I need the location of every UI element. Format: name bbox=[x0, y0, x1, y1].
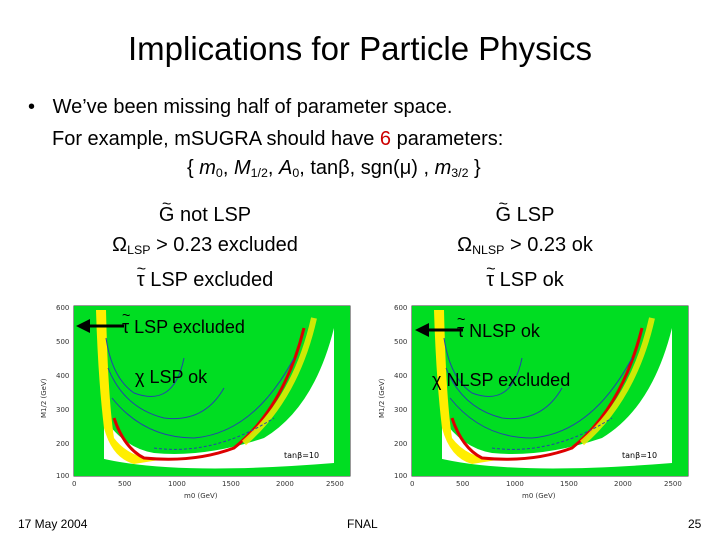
bullet-text-1: We’ve been missing half of parameter spa… bbox=[52, 96, 453, 118]
right-caption: G LSP ΩNLSP > 0.23 ok τ LSP ok bbox=[425, 190, 625, 295]
left-caption-line-3: τ LSP excluded bbox=[100, 255, 310, 295]
blue-contour-4 bbox=[491, 417, 613, 450]
tanbeta-label: tanβ=10 bbox=[284, 451, 319, 460]
green-left-band bbox=[74, 306, 100, 476]
y-tick: 200 bbox=[394, 440, 407, 448]
left-caption-line-1: G not LSP bbox=[100, 190, 310, 230]
right-arrow-note: τ NLSP ok bbox=[457, 312, 540, 342]
blue-contour-1 bbox=[105, 337, 185, 397]
green-region bbox=[74, 306, 350, 476]
bullet-line-2: For example, mSUGRA should have 6 parame… bbox=[52, 128, 503, 151]
x-axis-label: m0 (GeV) bbox=[522, 492, 556, 500]
x-tick: 1500 bbox=[560, 480, 578, 488]
parameter-list: { m0, M1/2, A0, tanβ, sgn(μ) , m3/2 } bbox=[187, 157, 481, 181]
right-parameter-plot: 600 500 400 300 200 100 0 500 1000 1500 … bbox=[372, 298, 692, 503]
left-caption: G not LSP ΩLSP > 0.23 excluded τ LSP exc… bbox=[100, 190, 310, 295]
y-tick: 600 bbox=[394, 304, 407, 312]
green-bottom-band bbox=[438, 458, 672, 476]
right-chi-note: χ NLSP excluded bbox=[432, 370, 571, 390]
footer-venue: FNAL bbox=[347, 517, 378, 531]
blue-contour-3 bbox=[449, 357, 633, 439]
right-caption-line-2: ΩNLSP > 0.23 ok bbox=[457, 234, 593, 258]
green-bottom-band bbox=[100, 458, 334, 476]
right-x-ticks: 0 500 1000 1500 2000 2500 bbox=[410, 480, 682, 488]
left-y-ticks: 600 500 400 300 200 100 bbox=[56, 304, 69, 480]
left-arrow-icon bbox=[76, 319, 124, 333]
tanbeta-label: tanβ=10 bbox=[622, 451, 657, 460]
y-tick: 600 bbox=[56, 304, 69, 312]
x-tick: 2000 bbox=[614, 480, 632, 488]
green-region bbox=[412, 306, 688, 476]
blue-contour-4 bbox=[153, 417, 275, 450]
yellow-band bbox=[96, 310, 159, 464]
bullet-line-1: • We’ve been missing half of parameter s… bbox=[28, 96, 452, 119]
y-tick: 200 bbox=[56, 440, 69, 448]
yellow-strip bbox=[580, 317, 655, 446]
x-tick: 0 bbox=[72, 480, 76, 488]
y-tick: 300 bbox=[394, 406, 407, 414]
blue-contour-1 bbox=[443, 337, 523, 397]
red-strip bbox=[112, 327, 306, 461]
green-left-band bbox=[412, 306, 438, 476]
x-tick: 0 bbox=[410, 480, 414, 488]
y-tick: 500 bbox=[56, 338, 69, 346]
left-arrow-note: τ LSP excluded bbox=[122, 308, 245, 338]
blue-contour-3 bbox=[111, 357, 295, 439]
y-tick: 100 bbox=[394, 472, 407, 480]
red-strip bbox=[450, 327, 644, 461]
bullet-text-2a: For example, mSUGRA should have bbox=[52, 128, 380, 150]
y-tick: 100 bbox=[56, 472, 69, 480]
slide-title: Implications for Particle Physics bbox=[128, 30, 592, 67]
x-axis-label: m0 (GeV) bbox=[184, 492, 218, 500]
x-tick: 1000 bbox=[506, 480, 524, 488]
yellow-strip bbox=[242, 317, 317, 446]
footer-date: 17 May 2004 bbox=[18, 517, 88, 531]
x-tick: 500 bbox=[456, 480, 469, 488]
footer-page-number: 25 bbox=[688, 517, 702, 531]
yellow-band bbox=[434, 310, 497, 464]
y-axis-label: M1/2 (GeV) bbox=[378, 378, 386, 418]
left-chi-note: χ LSP ok bbox=[135, 367, 208, 387]
x-tick: 2500 bbox=[326, 480, 344, 488]
blue-contour-2 bbox=[107, 367, 225, 420]
blue-contour-2 bbox=[445, 367, 563, 420]
y-tick: 300 bbox=[56, 406, 69, 414]
y-tick: 500 bbox=[394, 338, 407, 346]
x-tick: 2000 bbox=[276, 480, 294, 488]
bullet-symbol: • bbox=[28, 96, 36, 118]
left-caption-line-2: ΩLSP > 0.23 excluded bbox=[112, 234, 298, 258]
x-tick: 500 bbox=[118, 480, 131, 488]
y-axis-label: M1/2 (GeV) bbox=[40, 378, 48, 418]
y-tick: 400 bbox=[56, 372, 69, 380]
left-x-ticks: 0 500 1000 1500 2000 2500 bbox=[72, 480, 344, 488]
x-tick: 1000 bbox=[168, 480, 186, 488]
right-caption-line-3: τ LSP ok bbox=[425, 255, 625, 295]
y-tick: 400 bbox=[394, 372, 407, 380]
x-tick: 1500 bbox=[222, 480, 240, 488]
parameter-count: 6 bbox=[379, 128, 392, 150]
x-tick: 2500 bbox=[664, 480, 682, 488]
right-y-ticks: 600 500 400 300 200 100 bbox=[394, 304, 407, 480]
bullet-text-2b: parameters: bbox=[391, 128, 504, 150]
right-caption-line-1: G LSP bbox=[425, 190, 625, 230]
left-parameter-plot: 600 500 400 300 200 100 0 500 1000 1500 … bbox=[34, 298, 354, 503]
